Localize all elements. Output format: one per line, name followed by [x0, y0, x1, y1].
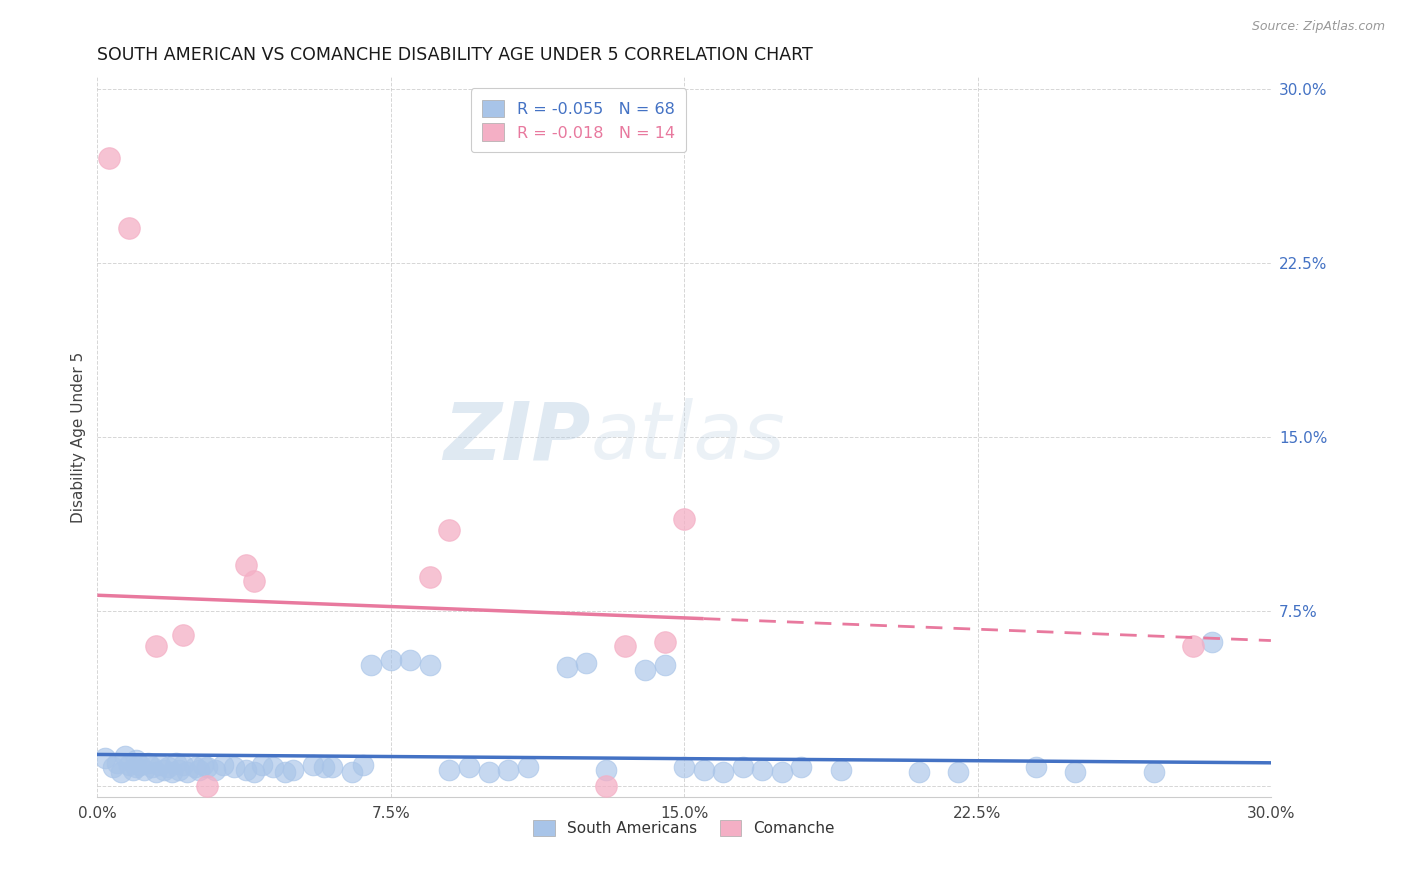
Point — [614, 640, 637, 654]
Point — [419, 657, 441, 672]
Point — [172, 628, 194, 642]
Point — [419, 569, 441, 583]
Point — [1181, 640, 1204, 654]
Y-axis label: Disability Age Under 5: Disability Age Under 5 — [72, 351, 86, 523]
Point — [751, 763, 773, 777]
Point — [117, 758, 139, 772]
Point — [114, 748, 136, 763]
Point — [634, 663, 657, 677]
Point — [458, 760, 481, 774]
Point — [516, 760, 538, 774]
Point — [195, 779, 218, 793]
Point — [692, 763, 714, 777]
Point — [250, 758, 273, 772]
Point — [235, 558, 257, 572]
Point — [105, 756, 128, 770]
Point — [169, 763, 191, 777]
Point — [94, 751, 117, 765]
Point — [575, 656, 598, 670]
Point — [830, 763, 852, 777]
Point — [946, 764, 969, 779]
Point — [211, 758, 233, 772]
Point — [191, 758, 214, 772]
Point — [340, 764, 363, 779]
Point — [145, 764, 167, 779]
Point — [176, 764, 198, 779]
Point — [129, 758, 152, 772]
Point — [1201, 634, 1223, 648]
Point — [224, 760, 246, 774]
Point — [156, 760, 179, 774]
Point — [274, 764, 297, 779]
Point — [673, 511, 696, 525]
Point — [149, 758, 172, 772]
Point — [165, 756, 187, 770]
Point — [908, 764, 931, 779]
Point — [314, 760, 336, 774]
Point — [477, 764, 499, 779]
Point — [439, 763, 461, 777]
Point — [281, 763, 304, 777]
Point — [204, 763, 226, 777]
Text: Source: ZipAtlas.com: Source: ZipAtlas.com — [1251, 20, 1385, 33]
Point — [243, 574, 266, 589]
Point — [243, 764, 266, 779]
Point — [195, 760, 218, 774]
Point — [141, 760, 163, 774]
Point — [439, 523, 461, 537]
Point — [770, 764, 793, 779]
Point — [121, 763, 143, 777]
Point — [101, 760, 124, 774]
Point — [790, 760, 813, 774]
Point — [654, 634, 676, 648]
Point — [145, 640, 167, 654]
Point — [654, 657, 676, 672]
Point — [731, 760, 754, 774]
Text: ZIP: ZIP — [443, 398, 591, 476]
Point — [172, 758, 194, 772]
Point — [125, 753, 148, 767]
Point — [134, 763, 156, 777]
Point — [496, 763, 519, 777]
Point — [188, 763, 211, 777]
Point — [301, 758, 323, 772]
Point — [399, 653, 422, 667]
Point — [125, 760, 148, 774]
Point — [1142, 764, 1164, 779]
Point — [360, 657, 382, 672]
Point — [117, 221, 139, 235]
Point — [136, 756, 159, 770]
Text: SOUTH AMERICAN VS COMANCHE DISABILITY AGE UNDER 5 CORRELATION CHART: SOUTH AMERICAN VS COMANCHE DISABILITY AG… — [97, 46, 813, 64]
Point — [110, 764, 132, 779]
Text: atlas: atlas — [591, 398, 785, 476]
Point — [595, 779, 617, 793]
Point — [184, 760, 207, 774]
Point — [235, 763, 257, 777]
Point — [711, 764, 734, 779]
Point — [555, 660, 578, 674]
Point — [673, 760, 696, 774]
Point — [160, 764, 183, 779]
Point — [153, 763, 176, 777]
Point — [1025, 760, 1047, 774]
Point — [1064, 764, 1087, 779]
Point — [352, 758, 374, 772]
Point — [321, 760, 343, 774]
Point — [595, 763, 617, 777]
Point — [98, 151, 121, 165]
Legend: South Americans, Comanche: South Americans, Comanche — [526, 812, 842, 844]
Point — [380, 653, 402, 667]
Point — [262, 760, 284, 774]
